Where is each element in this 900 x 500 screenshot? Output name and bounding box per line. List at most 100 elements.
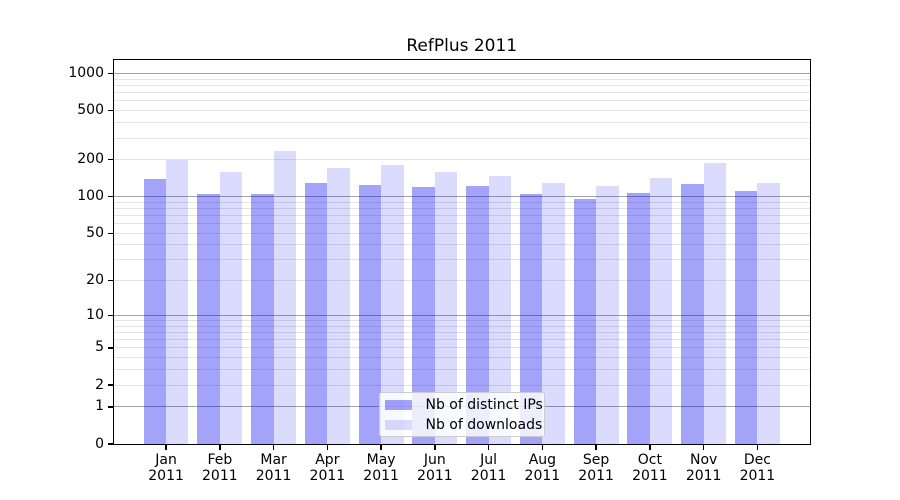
axes-spine-box — [112, 59, 811, 445]
minor-gridline-80 — [113, 207, 810, 209]
x-tick-label-jun: Jun 2011 — [417, 452, 453, 484]
y-tick-label-500: 500 — [77, 102, 104, 119]
x-tick-mark-may — [380, 444, 382, 450]
x-tick-mark-dec — [756, 444, 759, 450]
plot-area — [113, 60, 810, 444]
bar-feb-distinct-ips — [197, 194, 220, 444]
minor-gridline-800 — [113, 85, 810, 87]
x-tick-mark-feb — [219, 444, 221, 450]
y-tick-label-1: 1 — [95, 398, 104, 415]
bar-jul-distinct-ips — [466, 186, 489, 444]
x-tick-label-mar: Mar 2011 — [255, 452, 292, 484]
x-tick-mark-sep — [595, 444, 597, 450]
minor-gridline-200 — [113, 159, 810, 161]
y-tick-label-5: 5 — [95, 339, 104, 356]
y-tick-label-100: 100 — [77, 188, 104, 205]
x-tick-label-oct: Oct 2011 — [632, 452, 668, 484]
bar-jun-distinct-ips — [412, 186, 435, 444]
minor-gridline-300 — [113, 137, 810, 139]
bar-oct-downloads — [649, 178, 673, 444]
y-tick-mark-2 — [107, 384, 113, 386]
major-gridline-1000 — [113, 73, 810, 75]
legend-entry-downloads: Nb of downloads — [380, 415, 545, 435]
bar-oct-distinct-ips — [627, 193, 650, 444]
legend-entry-distinct-ips: Nb of distinct IPs — [380, 395, 545, 415]
minor-gridline-600 — [113, 100, 810, 102]
y-tick-mark-100 — [107, 195, 113, 198]
bar-nov-distinct-ips — [681, 183, 704, 444]
minor-gridline-7 — [113, 332, 810, 333]
minor-gridline-400 — [113, 122, 810, 124]
bar-apr-distinct-ips — [304, 183, 328, 444]
x-tick-label-aug: Aug 2011 — [524, 452, 561, 484]
x-tick-label-dec: Dec 2011 — [739, 452, 776, 484]
y-tick-label-200: 200 — [77, 151, 104, 168]
bar-nov-downloads — [703, 162, 727, 444]
minor-gridline-3 — [113, 369, 810, 371]
bar-dec-downloads — [757, 182, 780, 444]
bar-mar-distinct-ips — [251, 193, 274, 444]
bar-jan-distinct-ips — [143, 179, 167, 444]
y-tick-mark-1 — [107, 406, 113, 408]
x-tick-label-feb: Feb 2011 — [202, 452, 238, 484]
minor-gridline-2 — [113, 384, 810, 386]
minor-gridline-700 — [113, 92, 810, 94]
y-tick-mark-500 — [107, 110, 113, 112]
bar-dec-distinct-ips — [735, 191, 758, 444]
x-tick-mark-nov — [702, 444, 705, 450]
y-tick-mark-5 — [107, 347, 113, 349]
bar-mar-downloads — [273, 151, 296, 444]
x-tick-mark-oct — [649, 444, 651, 450]
bar-jul-downloads — [488, 176, 512, 444]
bar-feb-downloads — [219, 171, 243, 444]
y-tick-label-20: 20 — [86, 272, 104, 289]
x-tick-label-may: May 2011 — [363, 452, 399, 484]
major-gridline-10 — [113, 314, 810, 316]
y-tick-mark-20 — [107, 280, 113, 282]
y-tick-label-2: 2 — [95, 376, 104, 393]
minor-gridline-30 — [113, 259, 810, 261]
y-tick-label-50: 50 — [86, 224, 104, 241]
bar-may-downloads — [381, 164, 404, 444]
minor-gridline-9 — [113, 320, 810, 322]
bar-aug-downloads — [542, 182, 565, 444]
bar-jun-downloads — [434, 171, 458, 444]
x-tick-mark-aug — [541, 444, 544, 450]
legend: Nb of distinct IPs Nb of downloads — [378, 392, 545, 437]
x-tick-mark-mar — [272, 444, 275, 450]
y-tick-label-0: 0 — [95, 435, 104, 452]
y-tick-label-1000: 1000 — [68, 65, 104, 82]
legend-swatch-distinct-ips-icon — [385, 400, 412, 410]
bar-sep-downloads — [596, 185, 619, 444]
x-tick-label-sep: Sep 2011 — [578, 452, 614, 484]
minor-gridline-20 — [113, 280, 810, 282]
y-tick-mark-50 — [107, 232, 113, 234]
bar-apr-downloads — [327, 168, 350, 444]
legend-swatch-downloads-icon — [385, 420, 412, 430]
x-tick-mark-apr — [326, 444, 329, 450]
minor-gridline-40 — [113, 244, 810, 246]
x-tick-mark-jan — [165, 444, 167, 450]
legend-label-downloads: Nb of downloads — [425, 417, 543, 433]
minor-gridline-90 — [113, 201, 810, 203]
minor-gridline-500 — [113, 110, 810, 112]
x-tick-label-nov: Nov 2011 — [685, 452, 722, 484]
x-tick-mark-jul — [487, 444, 490, 450]
minor-gridline-4 — [113, 357, 810, 359]
x-tick-label-jan: Jan 2011 — [148, 452, 184, 484]
x-tick-label-jul: Jul 2011 — [470, 452, 507, 484]
y-tick-mark-1000 — [107, 72, 113, 75]
major-gridline-100 — [113, 196, 810, 198]
y-tick-label-10: 10 — [86, 306, 104, 323]
y-tick-mark-0 — [107, 443, 113, 445]
minor-gridline-8 — [113, 325, 810, 327]
bar-sep-distinct-ips — [573, 198, 597, 444]
bar-jan-downloads — [166, 159, 189, 444]
minor-gridline-5 — [113, 347, 810, 349]
bar-may-distinct-ips — [358, 184, 382, 444]
minor-gridline-6 — [113, 339, 810, 341]
y-tick-mark-10 — [107, 314, 113, 317]
legend-label-distinct-ips: Nb of distinct IPs — [425, 397, 543, 413]
x-tick-label-apr: Apr 2011 — [309, 452, 346, 484]
